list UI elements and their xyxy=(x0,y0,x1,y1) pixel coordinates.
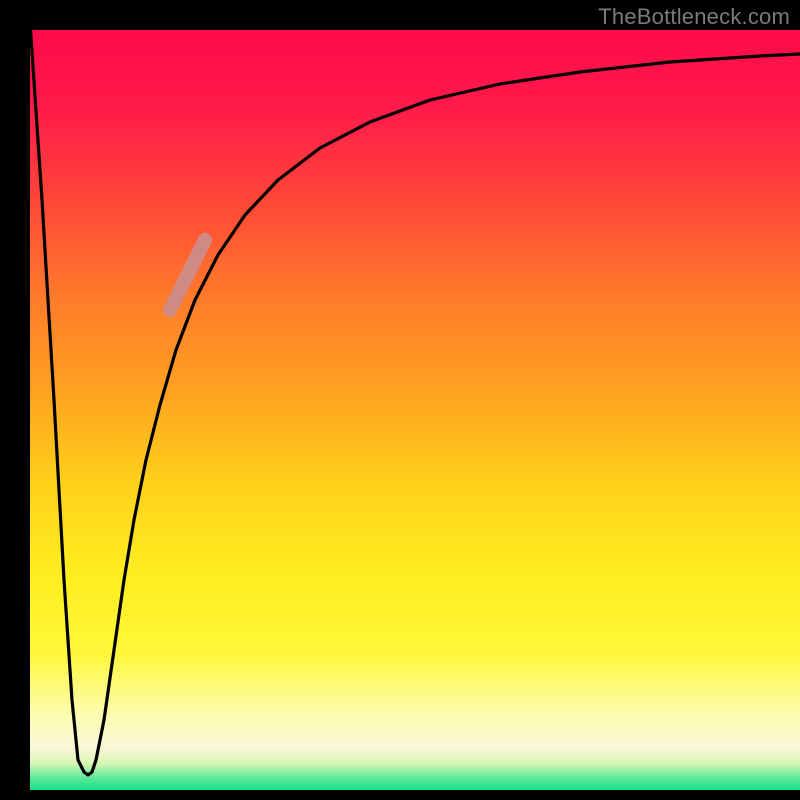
chart-frame: TheBottleneck.com xyxy=(0,0,800,800)
axis-bottom xyxy=(0,790,800,800)
axis-left xyxy=(0,0,30,800)
watermark-text: TheBottleneck.com xyxy=(598,4,790,30)
gradient-background xyxy=(30,30,800,790)
bottleneck-curve-chart xyxy=(0,0,800,800)
